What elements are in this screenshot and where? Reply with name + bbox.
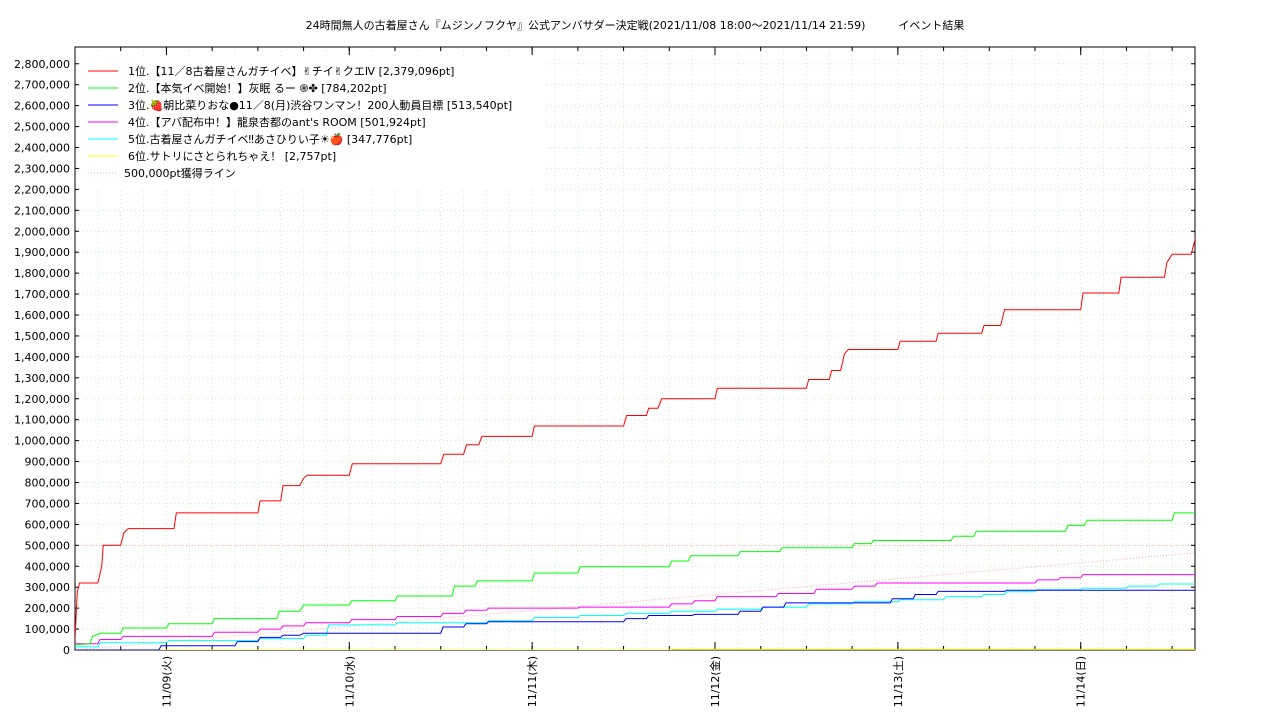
- series-line-1: [75, 234, 1195, 640]
- y-tick-label: 0: [63, 644, 70, 657]
- legend-label-6: 6位.サトリにさとられちゃえ！ [2,757pt]: [128, 149, 336, 163]
- y-tick-label: 800,000: [25, 477, 71, 490]
- x-tick-label: 11/11(木): [526, 656, 539, 707]
- y-tick-label: 2,000,000: [14, 225, 70, 238]
- x-tick-label: 11/14(日): [1075, 656, 1088, 707]
- series-line-4: [75, 573, 1195, 645]
- y-tick-label: 2,400,000: [14, 142, 70, 155]
- legend-label-2: 2位.【本気イベ開始！】灰眠 るー ֍✤ [784,202pt]: [128, 81, 387, 95]
- x-tick-label: 11/13(土): [892, 656, 905, 707]
- y-tick-label: 600,000: [25, 518, 71, 531]
- legend-box: [82, 56, 544, 191]
- legend-label-1: 1位.【11／8古着屋さんガチイベ】✌チイ✌クエⅣ [2,379,096pt]: [128, 64, 454, 78]
- y-tick-label: 1,000,000: [14, 435, 70, 448]
- chart-title: 24時間無人の古着屋さん『ムジンノフクヤ』公式アンバサダー決定戦(2021/11…: [305, 19, 965, 32]
- y-tick-label: 100,000: [25, 623, 71, 636]
- x-tick-label: 11/12(金): [708, 656, 722, 707]
- series-line-3: [75, 589, 1195, 650]
- y-tick-label: 2,100,000: [14, 204, 70, 217]
- y-tick-label: 900,000: [25, 456, 71, 469]
- series-line-6: [75, 648, 1195, 650]
- y-tick-label: 1,500,000: [14, 330, 70, 343]
- x-tick-label: 11/10(水): [343, 656, 356, 707]
- y-tick-label: 1,200,000: [14, 393, 70, 406]
- y-tick-label: 1,600,000: [14, 309, 70, 322]
- series-line-7: [75, 552, 1195, 650]
- y-tick-label: 300,000: [25, 581, 71, 594]
- y-tick-label: 2,600,000: [14, 100, 70, 113]
- y-tick-label: 1,100,000: [14, 414, 70, 427]
- legend-label-3: 3位.🍓朝比菜りおな●11／8(月)渋谷ワンマン！200人動員目標 [513,5…: [128, 98, 512, 112]
- y-tick-label: 1,700,000: [14, 288, 70, 301]
- series-line-2: [75, 511, 1195, 646]
- y-tick-label: 1,900,000: [14, 246, 70, 259]
- y-tick-label: 2,800,000: [14, 58, 70, 71]
- y-tick-label: 400,000: [25, 560, 71, 573]
- series-line-5: [75, 583, 1195, 648]
- x-tick-label: 11/09(火): [160, 656, 173, 707]
- y-tick-label: 700,000: [25, 497, 71, 510]
- legend-label-7: 500,000pt獲得ライン: [124, 167, 236, 180]
- y-tick-label: 1,400,000: [14, 351, 70, 364]
- legend-label-5: 5位.古着屋さんガチイベ‼あさひりい子☀🍎 [347,776pt]: [128, 132, 412, 146]
- y-tick-label: 1,800,000: [14, 267, 70, 280]
- y-tick-label: 2,500,000: [14, 121, 70, 134]
- y-tick-label: 2,300,000: [14, 162, 70, 175]
- y-tick-label: 500,000: [25, 539, 71, 552]
- y-tick-label: 2,700,000: [14, 79, 70, 92]
- legend-label-4: 4位.【アバ配布中！】龍泉杏都のant's ROOM [501,924pt]: [128, 115, 426, 129]
- y-tick-label: 2,200,000: [14, 183, 70, 196]
- y-tick-label: 1,300,000: [14, 372, 70, 385]
- y-tick-label: 200,000: [25, 602, 71, 615]
